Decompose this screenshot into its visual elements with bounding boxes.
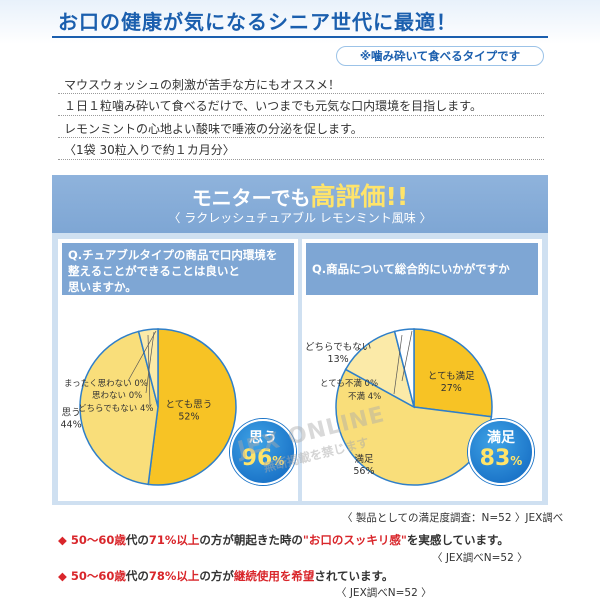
fact-text-part: 代の [125,569,149,583]
leader-line [145,331,155,394]
leader-line [127,330,157,382]
slice-label: どちらでもない [305,342,371,353]
banner-title-part1: モニターでも [191,186,311,210]
description-divider [58,137,544,138]
question-line: 整えることができることは良いと [68,264,240,278]
leader-line [401,330,413,382]
description-divider [58,115,544,116]
question-line: Q.商品について総合的にいかがですか [312,262,510,276]
fact-line-refreshing: ◆ 50〜60歳代の71%以上の方が朝起きた時の"お口のスッキリ感"を実感してい… [58,532,509,548]
diamond-bullet-icon: ◆ [58,533,71,547]
fact-text-part: を実感しています。 [406,533,509,547]
fact-text-part: "お口のスッキリ感" [302,533,407,547]
highlight-value: 96% [232,447,294,473]
fact-text-part: 50〜60歳 [70,533,126,547]
slice-label-disagree: 思わない [92,391,127,401]
slice-label-unsatisfied: 不満 [348,392,366,402]
fact-note: 〈 JEX調べN=52 〉 [336,587,432,599]
pie-slice-0-2 [137,328,159,408]
highlight-value: 83% [470,447,532,473]
survey-card-recommend: Q.チュアブルタイプの商品で口内環境を 整えることができることは良いと 思います… [58,239,298,501]
slice-value: 56% [353,466,374,477]
hero-divider [52,36,548,38]
slice-label: 満足 [354,454,374,465]
description-divider [58,93,544,94]
survey-panel: モニターでも高評価!! 〈 ラクレッシュチュアブル レモンミント風味 〉 Q.チ… [52,175,548,505]
description-divider [58,159,544,160]
slice-label-strongly-disagree: まったく思わない [64,379,132,389]
slice-label-neutral: どちらでもない [78,404,138,414]
fact-text-part: 代の [125,533,149,547]
highlight-unit: % [272,454,285,468]
hero-header: お口の健康が気になるシニア世代に最適！ [0,0,600,44]
slice-value-unsatisfied: 4% [367,392,382,402]
fact-text-part: 78%以上 [148,569,200,583]
diamond-bullet-icon: ◆ [58,569,71,583]
pie-slice-1-2 [344,330,416,409]
slice-value: 44% [61,419,82,430]
fact-text-part: されています。 [314,569,394,583]
hero-title: お口の健康が気になるシニア世代に最適！ [58,10,457,34]
highlight-label: 満足 [487,430,515,446]
callout-label: まったく思わない 0% [64,377,148,389]
monitor-banner: モニターでも高評価!! 〈 ラクレッシュチュアブル レモンミント風味 〉 [52,175,548,233]
description-line-3: レモンミントの心地よい酸味で唾液の分泌を促します。 [64,122,363,136]
fact-text-part: 71%以上 [148,533,200,547]
fact-text-part: 50〜60歳 [70,569,126,583]
product-name: 〈 ラクレッシュチュアブル レモンミント風味 〉 [168,211,432,225]
slice-value: 27% [441,383,462,394]
pie-slice-0-1 [79,330,159,486]
callout-label: 思わない 0% [92,389,142,401]
slice-label-very-unsatisfied: とても不満 [320,379,362,389]
fact-text-part: の方が [199,569,234,583]
survey-note: 〈 製品としての満足度調査：N=52 〉JEX調べ [342,512,564,524]
question-line: Q.チュアブルタイプの商品で口内環境を [68,248,278,262]
slice-value-neutral: 4% [139,404,154,414]
question-box: Q.チュアブルタイプの商品で口内環境を 整えることができることは良いと 思います… [62,243,294,295]
pie-slice-0-0 [147,328,237,486]
chewable-tag: ※噛み砕いて食べるタイプです [336,46,544,66]
slice-value-strongly-disagree: 0% [134,379,148,389]
slice-value-very-unsatisfied: 0% [364,379,379,389]
fact-line-continued-use: ◆ 50〜60歳代の78%以上の方が継続使用を希望されています。 [58,568,393,584]
description-line-1: マウスウォッシュの刺激が苦手な方にもオススメ！ [64,78,341,92]
slice-label: とても思う [166,399,213,410]
slice-value-disagree: 0% [128,391,143,401]
callout-label: 不満 4% [348,390,381,402]
slice-label: 思う [62,407,81,418]
callout-label: とても不満 0% [320,377,378,389]
highlight-badge-recommend: 思う 96% [230,419,296,485]
fact-note: 〈 JEX調べN=52 〉 [432,552,528,564]
question-box: Q.商品について総合的にいかがですか [306,243,538,295]
highlight-unit: % [510,454,523,468]
slice-value: 52% [178,411,199,422]
pie-slice-1-0 [413,328,493,418]
highlight-label: 思う [249,430,277,446]
survey-card-satisfaction: Q.商品について総合的にいかがですか とても満足 27% 満足 56% どちらでもない 1… [302,239,542,501]
highlight-badge-satisfaction: 満足 83% [468,419,534,485]
question-line: 思いますか。 [68,280,137,294]
fact-text-part: 継続使用を希望 [233,569,315,583]
leader-line [393,334,403,395]
slice-label: とても満足 [428,371,475,382]
description-line-2: １日１粒噛み砕いて食べるだけで、いつまでも元気な口内環境を目指します。 [64,99,482,113]
description-line-4: 〈1袋 30粒入りで約１カ月分〉 [64,143,235,157]
highlight-number: 96 [241,446,273,471]
banner-title-part2: 高評価!! [310,182,409,211]
callout-label: どちらでもない 4% [78,402,153,414]
leader-line [147,334,151,407]
banner-title: モニターでも高評価!! [52,177,548,213]
highlight-number: 83 [479,446,511,471]
slice-value: 13% [328,354,349,365]
fact-text-part: の方が朝起きた時の [199,533,303,547]
